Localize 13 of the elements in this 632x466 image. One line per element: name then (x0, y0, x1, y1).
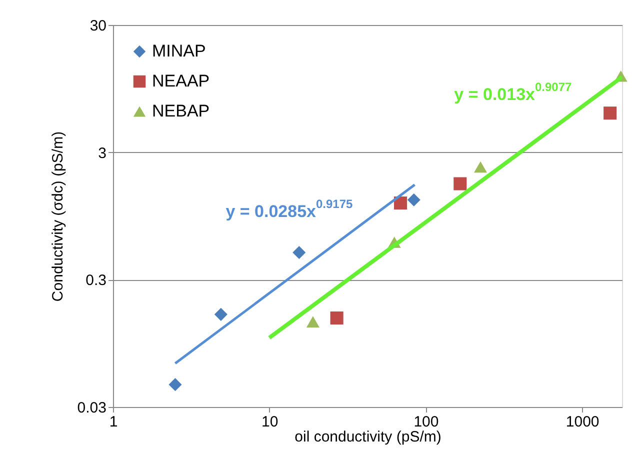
x-tick-label: 10 (262, 414, 278, 430)
y-tick-label: 30 (90, 18, 106, 34)
x-axis-title: oil conductivity (pS/m) (294, 428, 442, 446)
y-tick-label: 3 (98, 144, 106, 162)
x-tick-label: 100 (414, 414, 439, 430)
x-tick-label: 1 (109, 414, 118, 430)
y-tick-label: 0.03 (77, 400, 106, 416)
legend-label: NEBAP (152, 102, 210, 120)
y-axis-title: Conductivity (σdc) (pS/m) (49, 131, 66, 302)
legend-label: MINAP (152, 42, 206, 60)
y-tick-label: 0.3 (86, 272, 106, 290)
legend-label: NEAAP (152, 72, 210, 90)
x-tick-label: 1000 (566, 414, 600, 430)
